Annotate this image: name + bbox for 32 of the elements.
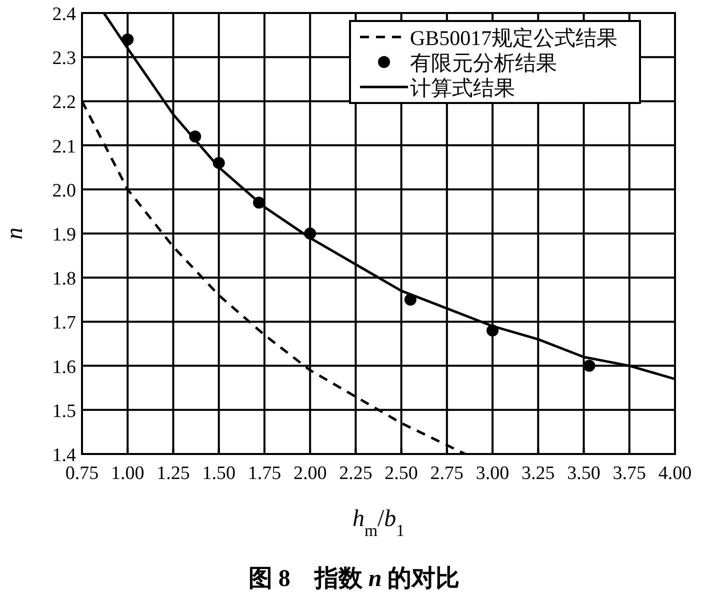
text: 图 8 指数 n 的对比: [248, 565, 460, 592]
legend-label: 计算式结果: [410, 76, 515, 100]
x-tick-label: 2.00: [293, 463, 327, 484]
x-tick-label: 1.75: [248, 463, 282, 484]
x-tick-label: 3.50: [567, 463, 600, 484]
legend-label: 有限元分析结果: [410, 51, 557, 75]
y-tick-label: 1.7: [52, 312, 76, 334]
y-tick-label: 2.0: [52, 180, 76, 202]
x-tick-label: 2.50: [384, 463, 418, 484]
y-tick-label: 2.2: [52, 92, 76, 114]
y-tick-label: 2.4: [52, 4, 76, 25]
x-tick-label: 1.50: [202, 463, 236, 484]
x-tick-label: 3.00: [476, 463, 510, 484]
x-tick-label: 1.00: [110, 463, 144, 484]
y-tick-label: 1.4: [52, 445, 76, 466]
x-tick-label: 2.75: [430, 463, 464, 484]
y-tick-label: 1.6: [52, 356, 76, 378]
x-tick-label: 3.75: [612, 463, 646, 484]
y-tick-label: 2.1: [52, 136, 76, 158]
y-tick-label: 1.8: [52, 268, 76, 290]
x-tick-label: 1.25: [156, 463, 190, 484]
y-tick-label: 2.3: [52, 48, 76, 70]
x-tick-label: 4.00: [658, 463, 692, 484]
legend-label: GB50017规定公式结果: [410, 26, 618, 50]
x-tick-label: 0.75: [65, 463, 99, 484]
point: [583, 360, 596, 372]
x-axis-title: h$_{m}$/b$_{1}$: [352, 506, 405, 540]
y-axis-title: n: [2, 228, 28, 240]
x-tick-label: 3.25: [522, 463, 555, 484]
y-tick-label: 1.5: [52, 400, 76, 422]
y-tick-label: 1.9: [52, 224, 76, 246]
x-tick-label: 2.25: [339, 463, 372, 484]
